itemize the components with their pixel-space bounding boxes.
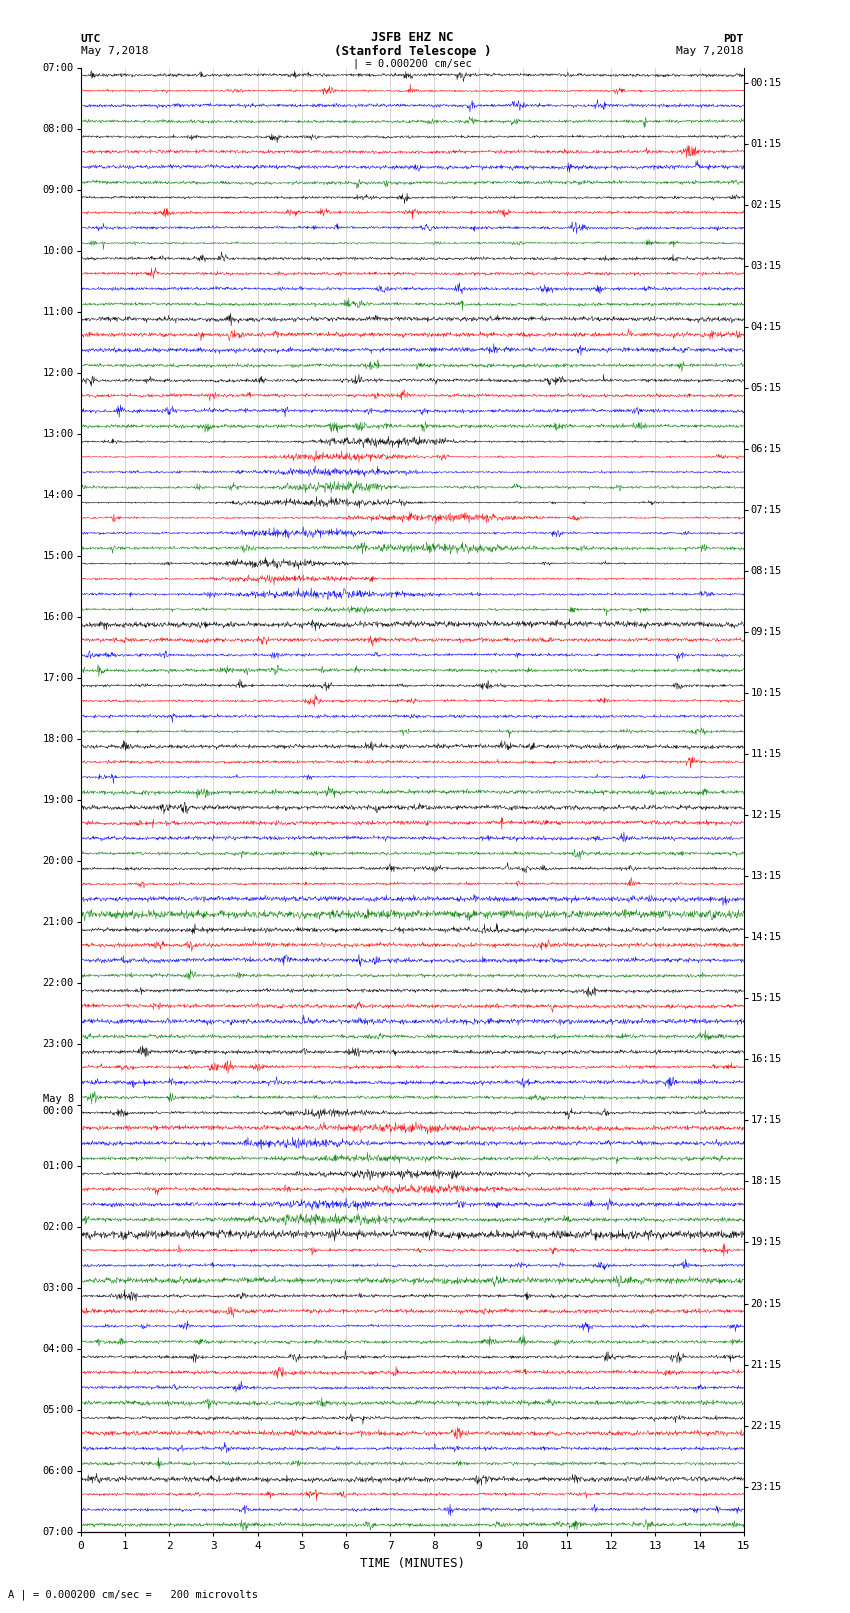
Text: (Stanford Telescope ): (Stanford Telescope ) bbox=[333, 45, 491, 58]
Text: May 7,2018: May 7,2018 bbox=[81, 47, 148, 56]
Text: UTC: UTC bbox=[81, 34, 101, 44]
Text: May 7,2018: May 7,2018 bbox=[677, 47, 744, 56]
Text: JSFB EHZ NC: JSFB EHZ NC bbox=[371, 31, 454, 44]
Text: | = 0.000200 cm/sec: | = 0.000200 cm/sec bbox=[353, 58, 472, 69]
X-axis label: TIME (MINUTES): TIME (MINUTES) bbox=[360, 1557, 465, 1569]
Text: A | = 0.000200 cm/sec =   200 microvolts: A | = 0.000200 cm/sec = 200 microvolts bbox=[8, 1589, 258, 1600]
Text: PDT: PDT bbox=[723, 34, 744, 44]
